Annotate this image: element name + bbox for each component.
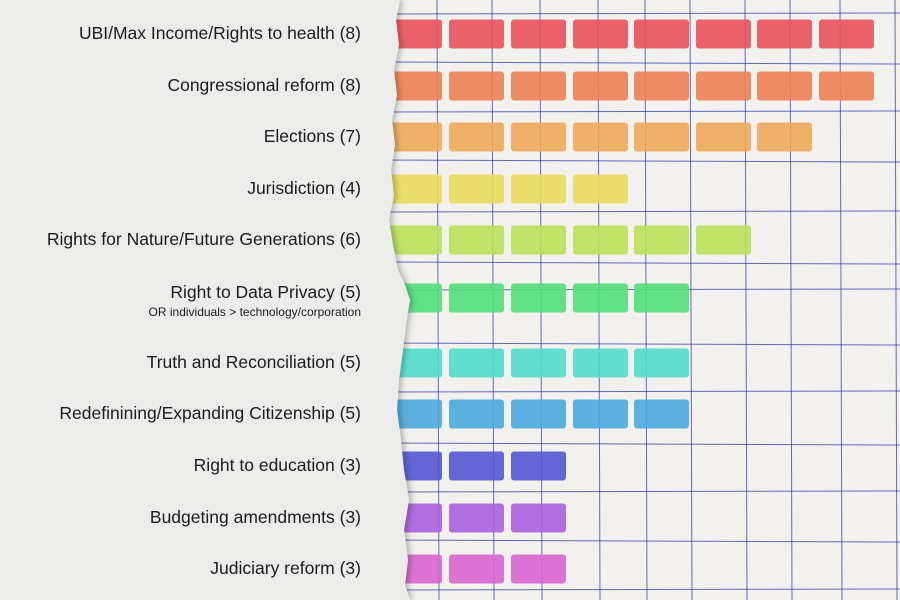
bar-block [573,174,628,204]
bar-block [819,71,874,101]
bar [387,451,566,481]
bar-block [634,122,689,152]
bar-block [819,19,874,49]
category-label: Right to education (3) [193,455,361,475]
bar-block [511,348,566,378]
bar [387,348,689,378]
bar-block [511,19,566,49]
gridline-vertical [894,0,898,600]
bar-block [449,283,504,313]
bars [387,19,874,584]
bar [387,71,874,101]
gridline-horizontal [379,12,900,15]
bar-block [511,283,566,313]
bar [387,174,628,204]
bar-block [757,122,812,152]
bar [387,399,689,429]
category-label: Redefinining/Expanding Citizenship (5) [59,403,361,423]
bar-block [696,122,751,152]
gridline-vertical [689,0,693,600]
bar-block [573,71,628,101]
bar-block [511,174,566,204]
bar-block [449,554,504,584]
bar-block [573,399,628,429]
category-label: UBI/Max Income/Rights to health (8) [78,23,361,43]
bar-block [634,348,689,378]
gridline-horizontal [379,159,900,163]
gridline-horizontal [379,539,900,543]
bar-block [696,225,751,255]
gridline-horizontal [379,110,900,113]
bar [387,122,812,152]
bar [387,225,751,255]
bar-block [449,348,504,378]
bar-block [511,399,566,429]
bar-block [387,71,442,101]
bar-block [449,503,504,533]
category-label: Rights for Nature/Future Generations (6) [46,229,361,249]
category-label: Jurisdiction (4) [247,178,361,198]
category-label: Elections (7) [263,126,361,146]
bar-block [573,348,628,378]
gridline-horizontal [379,210,900,213]
bar-block [757,19,812,49]
bar-block [387,225,442,255]
bar-block [449,225,504,255]
bar-block [634,19,689,49]
torn-paper-panel [0,0,410,600]
bar-block [511,451,566,481]
bar-block [511,122,566,152]
bar-block [449,19,504,49]
gridline-horizontal [379,61,900,65]
bar-block [573,19,628,49]
bar-block [449,399,504,429]
category-label: Right to Data Privacy (5) [170,282,361,302]
bar-block [511,225,566,255]
bar [387,503,566,533]
bar-block [449,451,504,481]
gridline-horizontal [379,261,900,265]
bar [387,19,874,49]
bar-block [449,174,504,204]
bar-block [634,71,689,101]
category-label: Budgeting amendments (3) [149,507,361,527]
gridline-horizontal [379,490,900,493]
bar-block [634,283,689,313]
gridline-horizontal [379,390,900,393]
category-label: Judiciary reform (3) [210,558,361,578]
bar [387,283,689,313]
bar-block [511,503,566,533]
gridline-horizontal [379,442,900,446]
bar-block [696,19,751,49]
bar-block [696,71,751,101]
bar-block [573,122,628,152]
bar-block [511,71,566,101]
category-label: Truth and Reconciliation (5) [146,352,361,372]
bar-block [387,19,442,49]
bar-block [387,174,442,204]
bar-block [387,399,442,429]
bar-block [573,225,628,255]
bar-block [757,71,812,101]
bar-block [573,283,628,313]
bar-block [449,122,504,152]
category-sublabel: OR individuals > technology/corporation [148,305,361,319]
category-label: Congressional reform (8) [167,75,361,95]
gridline-horizontal [379,342,900,346]
bar-block [387,122,442,152]
bar-block [634,225,689,255]
bar-block [449,71,504,101]
bar [387,554,566,584]
bar-block [511,554,566,584]
bar-block [634,399,689,429]
gridline-horizontal [379,588,900,591]
